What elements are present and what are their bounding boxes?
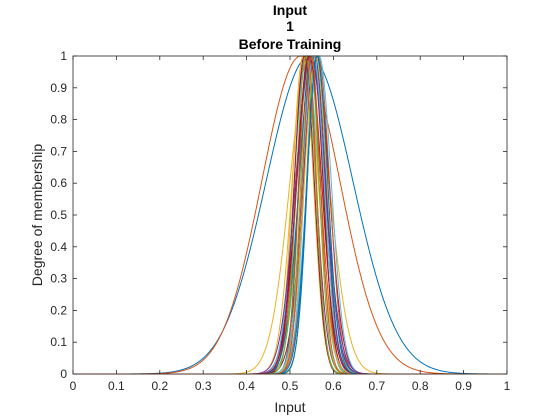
y-tick-label: 0.5 — [50, 208, 67, 222]
x-tick-label: 0.7 — [368, 379, 385, 393]
x-axis-label: Input — [274, 399, 305, 415]
y-tick-label: 0.1 — [50, 335, 67, 349]
y-tick-label: 0.2 — [50, 303, 67, 317]
title-line-3: Before Training — [239, 36, 342, 52]
y-tick-label: 1 — [60, 49, 67, 63]
y-axis-label: Degree of membership — [29, 144, 45, 287]
y-tick-label: 0 — [60, 367, 67, 381]
x-tick-label: 0.1 — [108, 379, 125, 393]
x-tick-label: 0.2 — [151, 379, 168, 393]
y-tick-label: 0.6 — [50, 176, 67, 190]
x-tick-label: 0.4 — [238, 379, 255, 393]
y-tick-label: 0.3 — [50, 272, 67, 286]
x-tick-label: 0.6 — [325, 379, 342, 393]
x-tick-label: 1 — [504, 379, 511, 393]
x-tick-label: 0.5 — [282, 379, 299, 393]
axis-ticks: 0 0.1 0.2 0.3 0.4 0.5 0.6 0.7 0.8 0.9 1 0 0.1 0.2 0.3 0… — [50, 49, 510, 393]
x-tick-label: 0.8 — [412, 379, 429, 393]
y-tick-label: 0.4 — [50, 240, 67, 254]
y-tick-label: 0.9 — [50, 81, 67, 95]
x-tick-label: 0 — [70, 379, 77, 393]
y-tick-label: 0.7 — [50, 144, 67, 158]
x-tick-label: 0.3 — [195, 379, 212, 393]
x-tick-label: 0.9 — [455, 379, 472, 393]
y-tick-label: 0.8 — [50, 113, 67, 127]
title-line-2: 1 — [286, 18, 294, 34]
title-line-1: Input — [273, 2, 308, 18]
